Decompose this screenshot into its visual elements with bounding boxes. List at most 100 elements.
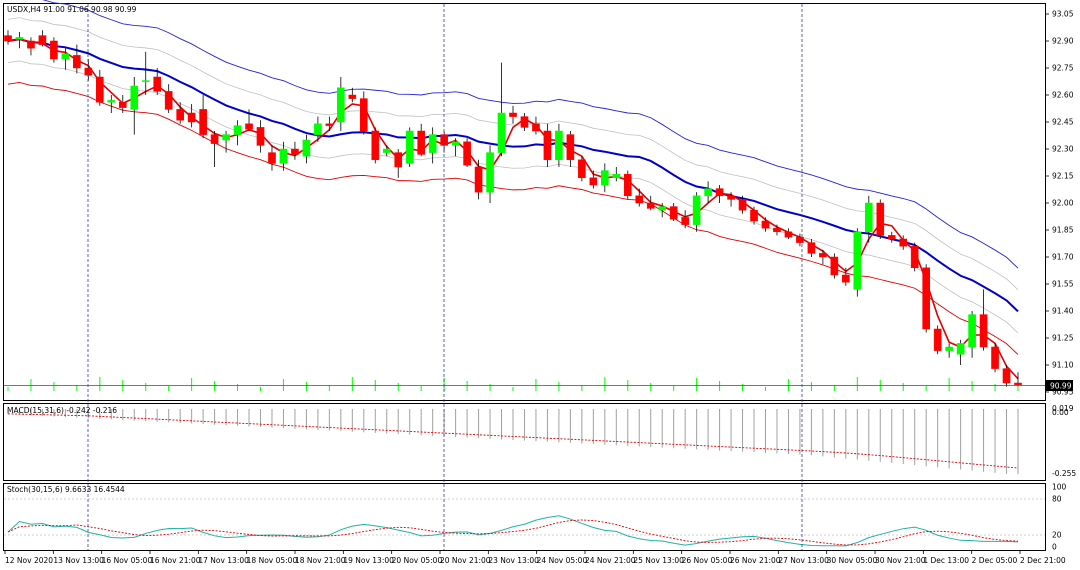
candle-body	[784, 231, 793, 238]
x-tick-label: 2 Dec 05:00	[972, 556, 1018, 565]
x-tick-label: 26 Nov 05:00	[682, 556, 733, 565]
candle-body	[38, 35, 47, 45]
y-tick-label: 92.75	[1052, 64, 1074, 73]
macd-signal-line	[7, 413, 1019, 469]
candle-body	[27, 40, 35, 49]
candle-body	[382, 148, 391, 153]
candle-body	[256, 127, 265, 146]
candle-body	[646, 202, 655, 209]
candle-body	[658, 206, 667, 211]
candle-body	[566, 134, 575, 161]
stoch-y-tick-label: 20	[1052, 531, 1062, 540]
candle-body	[371, 130, 380, 161]
stoch-y-tick-label: 100	[1052, 483, 1067, 492]
candle-body	[4, 35, 12, 42]
candle-body	[681, 217, 689, 225]
x-tick-label: 30 Nov 21:00	[875, 556, 926, 565]
candle-body	[474, 166, 483, 193]
candle-body	[1014, 382, 1022, 386]
candle-body	[210, 134, 219, 144]
x-tick-label: 18 Nov 21:00	[295, 556, 346, 565]
x-tick-label: 20 Nov 05:00	[392, 556, 443, 565]
candle-body	[853, 231, 862, 290]
candle-body	[842, 274, 850, 283]
stoch-signal-line	[7, 519, 1019, 546]
candle-body	[405, 130, 414, 164]
candle-body	[61, 53, 70, 60]
candle-body	[532, 123, 540, 132]
candle-body	[887, 235, 896, 240]
stoch-panel[interactable]	[3, 483, 1046, 551]
candle-body	[325, 123, 334, 126]
fast-moving-average-line	[7, 38, 1019, 380]
candle-body	[669, 206, 678, 220]
macd-y-tick-label: -0.255	[1052, 469, 1076, 478]
x-tick-label: 16 Nov 05:00	[102, 556, 153, 565]
y-tick-label: 92.60	[1052, 91, 1074, 100]
x-tick-label: 17 Nov 13:00	[198, 556, 249, 565]
y-tick-label: 91.85	[1052, 226, 1074, 235]
candle-body	[956, 343, 965, 355]
candle-body	[578, 159, 586, 179]
x-tick-label: 1 Dec 13:00	[923, 556, 969, 565]
candle-body	[268, 152, 276, 164]
candle-body	[245, 123, 253, 130]
candle-body	[819, 253, 827, 258]
x-tick-label: 13 Nov 13:00	[53, 556, 104, 565]
candle-body	[118, 101, 127, 108]
y-tick-label: 91.25	[1052, 334, 1074, 343]
stoch-main-line	[7, 515, 1019, 547]
macd-y-tick-label: 0.00	[1052, 408, 1069, 417]
candle-body	[555, 130, 563, 161]
main-panel[interactable]	[3, 3, 1046, 401]
y-tick-label: 91.40	[1052, 307, 1074, 316]
candle-body	[359, 98, 368, 132]
candle-body	[96, 76, 104, 103]
candle-body	[233, 125, 242, 135]
x-tick-label: 2 Dec 21:00	[1020, 556, 1066, 565]
macd-title: MACD(15,31,6) -0.242 -0.216	[7, 406, 117, 415]
candle-body	[497, 112, 506, 153]
candle-body	[302, 139, 311, 157]
x-tick-label: 16 Nov 21:00	[150, 556, 201, 565]
candle-body	[991, 346, 999, 369]
candle-body	[153, 76, 162, 92]
stoch-y-tick-label: 80	[1052, 495, 1062, 504]
candle-body	[933, 328, 942, 351]
candle-body	[348, 94, 357, 99]
candle-body	[394, 152, 403, 168]
candle-body	[864, 202, 873, 233]
x-tick-label: 18 Nov 05:00	[247, 556, 298, 565]
candle-body	[979, 314, 988, 348]
candle-body	[910, 245, 919, 269]
candle-body	[417, 130, 425, 155]
stoch-y-tick-label: 0	[1052, 543, 1057, 552]
candle-body	[796, 236, 804, 243]
x-tick-label: 26 Nov 21:00	[730, 556, 781, 565]
candle-body	[922, 267, 930, 330]
candle-body	[187, 112, 196, 123]
current-price-label-box	[1046, 380, 1073, 391]
candle-body	[830, 256, 839, 276]
candle-body	[738, 199, 747, 211]
candle-body	[589, 177, 598, 186]
candle-body	[727, 195, 735, 200]
y-tick-label: 92.15	[1052, 172, 1074, 181]
candle-body	[314, 123, 322, 135]
candle-body	[945, 346, 953, 351]
candle-body	[750, 209, 758, 222]
x-tick-label: 20 Nov 21:00	[440, 556, 491, 565]
candle-body	[50, 40, 58, 60]
candle-body	[520, 116, 529, 128]
stoch-title: Stoch(30,15,6) 9.6633 16.4544	[7, 485, 125, 494]
x-tick-label: 24 Nov 05:00	[537, 556, 588, 565]
candle-body	[1002, 368, 1011, 384]
candle-body	[279, 148, 288, 164]
candle-body	[222, 134, 230, 141]
x-tick-label: 19 Nov 13:00	[343, 556, 394, 565]
slow-moving-average-line	[7, 38, 1019, 313]
period-separators	[87, 4, 803, 550]
x-tick-label: 24 Nov 21:00	[585, 556, 636, 565]
candle-body	[761, 220, 770, 229]
